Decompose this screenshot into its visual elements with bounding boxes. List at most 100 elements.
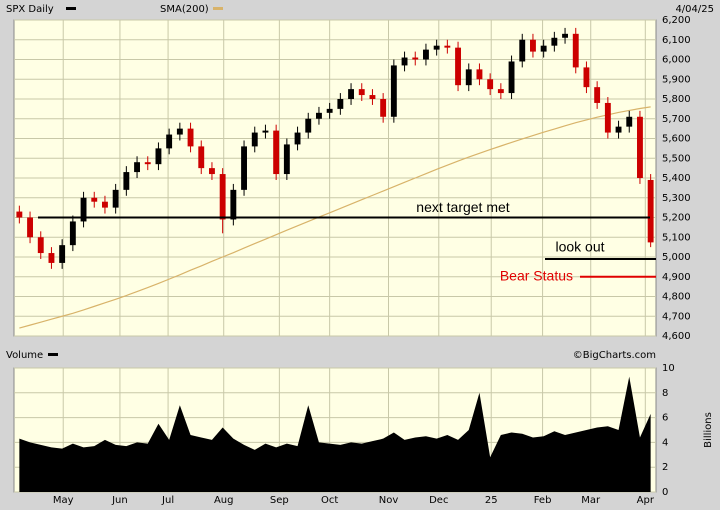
candle-body <box>102 201 108 208</box>
y-tick-label: 4 <box>662 437 668 448</box>
y-tick-label: 6,000 <box>662 55 691 66</box>
y-tick-label: 2 <box>662 462 668 473</box>
candle-body <box>380 99 387 117</box>
x-tick-label: Feb <box>534 495 552 506</box>
candle-body <box>112 189 119 208</box>
candle-body <box>209 168 215 175</box>
y-tick-label: 5,700 <box>662 114 691 125</box>
y-tick-label: 10 <box>662 363 675 374</box>
y-tick-label: 6,200 <box>662 15 691 26</box>
candle-body <box>637 116 643 178</box>
candle-body <box>423 49 429 60</box>
candle-body <box>348 89 354 99</box>
candle-body <box>626 116 633 127</box>
candle-body <box>187 128 194 147</box>
y-tick-label: 4,900 <box>662 272 691 283</box>
candle-body <box>294 132 301 145</box>
candle-body <box>508 61 515 94</box>
date: 4/04/25 <box>675 4 714 15</box>
annotation-label: Bear Status <box>500 267 573 283</box>
x-tick-label: Oct <box>321 495 338 506</box>
x-tick-label: Apr <box>637 495 655 506</box>
candle-body <box>48 253 55 263</box>
candle-body <box>562 33 568 38</box>
y-tick-label: 4,600 <box>662 331 691 342</box>
y-tick-label: 5,800 <box>662 94 691 105</box>
chart-title: SPX Daily <box>6 4 54 15</box>
candle-body <box>444 45 451 48</box>
candle-body <box>198 146 205 169</box>
candle-body <box>337 99 344 109</box>
candle-body <box>540 45 547 52</box>
candle-body <box>283 144 290 175</box>
candle-body <box>604 102 611 133</box>
candle-body <box>519 39 526 62</box>
candle-body <box>615 126 622 133</box>
candle-body <box>551 37 558 46</box>
candle-body <box>59 245 66 263</box>
x-tick-label: Dec <box>429 495 448 506</box>
candle-body <box>273 130 280 175</box>
candle-body <box>594 87 601 103</box>
y-tick-label: 4,800 <box>662 292 691 303</box>
candle-body <box>219 174 226 220</box>
x-tick-label: Jul <box>161 495 174 506</box>
candle-body <box>16 211 23 218</box>
legend-swatch <box>66 7 76 10</box>
candle-body <box>401 57 408 66</box>
y-tick-label: 6,100 <box>662 35 691 46</box>
candle-body <box>455 47 461 86</box>
candle-body <box>390 65 397 117</box>
candle-body <box>134 162 140 173</box>
legend-swatch <box>48 353 58 356</box>
candle-body <box>176 128 183 135</box>
candle-body <box>251 132 258 147</box>
x-tick-label: Nov <box>379 495 399 506</box>
legend-swatch <box>213 7 223 10</box>
candle-body <box>476 69 483 80</box>
source: ©BigCharts.com <box>573 350 656 361</box>
candle-body <box>358 89 365 96</box>
candle-body <box>497 89 504 94</box>
candle-body <box>37 237 44 254</box>
x-tick-label: Sep <box>270 495 289 506</box>
y-tick-label: 6 <box>662 413 668 424</box>
candle-body <box>433 45 440 50</box>
annotation-label: next target met <box>416 199 509 215</box>
volume-title: Volume <box>6 350 43 361</box>
candle-body <box>80 197 87 222</box>
candle-body <box>262 130 269 133</box>
y-tick-label: 0 <box>662 487 668 498</box>
y-tick-label: 8 <box>662 388 668 399</box>
candle-body <box>241 146 247 190</box>
x-tick-label: Aug <box>214 495 234 506</box>
x-tick-label: 25 <box>485 495 498 506</box>
volume-area <box>19 376 651 492</box>
y-tick-label: 4,700 <box>662 311 691 322</box>
annotation-label: look out <box>555 239 604 255</box>
candle-body <box>27 217 33 238</box>
candle-body <box>326 108 333 113</box>
candle-body <box>487 79 494 90</box>
x-tick-label: Jun <box>111 495 128 506</box>
legend-label: SMA(200) <box>160 4 209 15</box>
y-tick-label: 5,200 <box>662 213 691 224</box>
y-tick-label: 5,100 <box>662 232 691 243</box>
y-tick-label: 5,600 <box>662 134 691 145</box>
candle-body <box>166 134 173 149</box>
y-tick-label: 5,500 <box>662 153 691 164</box>
candle-body <box>123 172 130 190</box>
candle-body <box>91 197 98 202</box>
y-tick-label: 5,300 <box>662 193 691 204</box>
candle-body <box>647 179 654 243</box>
candle-body <box>530 39 536 52</box>
y-tick-label: 5,000 <box>662 252 691 263</box>
candle-body <box>230 189 237 220</box>
candle-body <box>465 69 472 86</box>
candle-body <box>316 112 322 119</box>
x-tick-label: Mar <box>581 495 601 506</box>
y-axis-label: Billions <box>703 412 714 448</box>
x-tick-label: May <box>53 495 74 506</box>
